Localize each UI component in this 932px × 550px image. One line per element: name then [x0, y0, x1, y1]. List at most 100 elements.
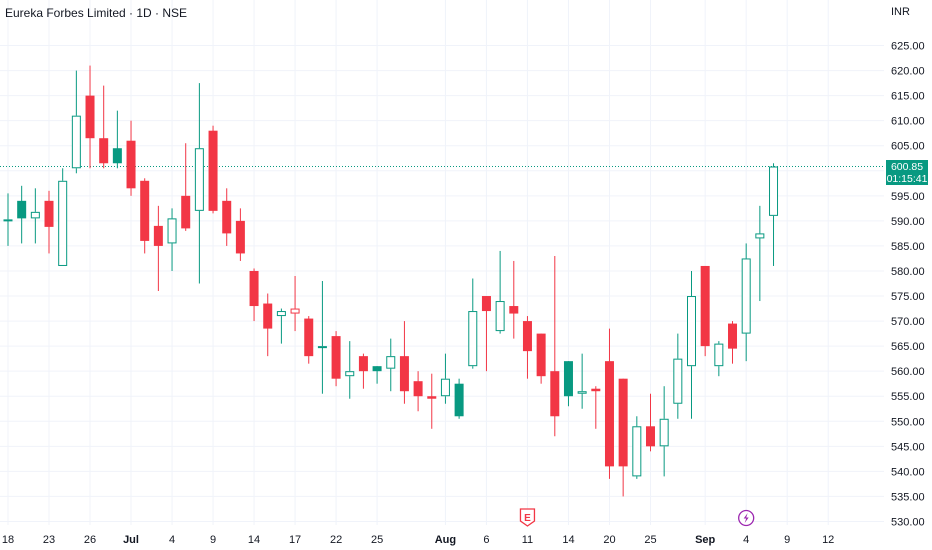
candle: [468, 278, 478, 369]
y-tick-label: 555.00: [891, 391, 925, 403]
candle: [591, 386, 601, 429]
candle-body: [249, 270, 259, 307]
price-axis[interactable]: 530.00 535.00 540.00 545.00 550.00 555.00 560.…: [891, 41, 925, 529]
candle-body: [645, 426, 655, 447]
candle: [700, 265, 710, 357]
candle: [44, 190, 54, 254]
candle: [386, 338, 396, 392]
candle-body: [386, 356, 396, 369]
time-axis[interactable]: 18 23 26 Jul 4 9 14 17 22 25 Aug 6 11 14 20 25 Sep 4 9 12: [2, 534, 834, 546]
candle-body: [17, 200, 27, 219]
candle-body: [140, 180, 150, 241]
candle-body: [276, 311, 286, 317]
candle-body: [167, 218, 177, 244]
x-tick-label: 25: [644, 534, 656, 546]
candle: [208, 125, 218, 214]
candle: [140, 178, 150, 254]
y-tick-label: 585.00: [891, 241, 925, 253]
candle-body: [604, 361, 614, 467]
y-tick-label: 545.00: [891, 441, 925, 453]
candle: [276, 308, 286, 344]
symbol-title[interactable]: Eureka Forbes Limited · 1D · NSE: [5, 6, 188, 20]
candle: [604, 328, 614, 479]
x-tick-label: 9: [784, 534, 790, 546]
y-tick-label: 530.00: [891, 516, 925, 528]
candle: [263, 293, 273, 357]
candle-body: [591, 388, 601, 392]
candle: [153, 205, 163, 292]
x-tick-label: 26: [84, 534, 96, 546]
y-tick-label: 570.00: [891, 316, 925, 328]
candle: [304, 316, 314, 364]
candle: [3, 193, 13, 246]
candle: [358, 353, 368, 389]
candle: [331, 331, 341, 387]
candle: [413, 371, 423, 412]
candle-body: [372, 366, 382, 372]
candle: [181, 143, 191, 231]
candle-body: [563, 361, 573, 397]
y-tick-label: 550.00: [891, 416, 925, 428]
candle-body: [495, 301, 505, 332]
y-tick-label: 615.00: [891, 91, 925, 103]
candle: [728, 321, 738, 364]
candle: [290, 275, 300, 332]
candle: [618, 378, 628, 497]
candle-body: [99, 138, 109, 164]
candle-body: [222, 200, 232, 234]
candle-body: [632, 426, 642, 477]
candle: [71, 70, 81, 174]
last-price-value: 600.85: [890, 160, 924, 173]
currency-label[interactable]: INR: [891, 6, 910, 18]
candle: [222, 188, 232, 246]
x-tick-label: 18: [2, 534, 14, 546]
x-tick-label: 4: [169, 534, 175, 546]
earnings-flag-shape: [519, 508, 536, 527]
y-tick-label: 540.00: [891, 466, 925, 478]
candle: [550, 255, 560, 437]
event-markers[interactable]: E: [519, 508, 755, 527]
candle-body: [714, 343, 724, 367]
candle: [755, 205, 765, 302]
candle: [235, 208, 245, 261]
candle: [427, 373, 437, 429]
x-tick-label: 23: [43, 534, 55, 546]
candle-body: [58, 180, 68, 266]
x-tick-label: Jul: [123, 534, 139, 546]
last-price-tag: 600.85 01:15:41: [886, 159, 928, 185]
candle-body: [687, 296, 696, 367]
candle-body: [112, 148, 122, 164]
candle-body: [755, 233, 765, 239]
lightning-bolt: [743, 513, 749, 523]
candle-body: [550, 371, 560, 417]
y-tick-label: 605.00: [891, 141, 925, 153]
x-tick-label: 4: [743, 534, 749, 546]
candle: [673, 333, 683, 419]
y-tick-label: 535.00: [891, 491, 925, 503]
candle-body: [3, 219, 13, 222]
x-tick-label: 14: [562, 534, 574, 546]
y-tick-label: 580.00: [891, 266, 925, 278]
x-tick-label: Aug: [435, 534, 456, 546]
candle: [714, 341, 724, 377]
y-tick-label: 565.00: [891, 341, 925, 353]
candle-body: [358, 356, 368, 372]
x-tick-label: Sep: [695, 534, 715, 546]
candle: [495, 250, 505, 334]
x-tick-label: 22: [330, 534, 342, 546]
candle-body: [577, 391, 587, 394]
candle-body: [317, 346, 327, 349]
gridlines: [0, 0, 884, 525]
candle-body: [71, 115, 81, 169]
y-tick-label: 590.00: [891, 216, 925, 228]
candle-body: [659, 418, 669, 447]
candle-body: [618, 378, 628, 467]
candle-body: [263, 303, 273, 329]
candle-body: [235, 220, 245, 254]
candle: [99, 85, 109, 169]
candle-body: [454, 383, 464, 417]
bar-countdown: 01:15:41: [886, 172, 928, 185]
candle-body: [522, 321, 532, 352]
x-tick-label: 9: [210, 534, 216, 546]
